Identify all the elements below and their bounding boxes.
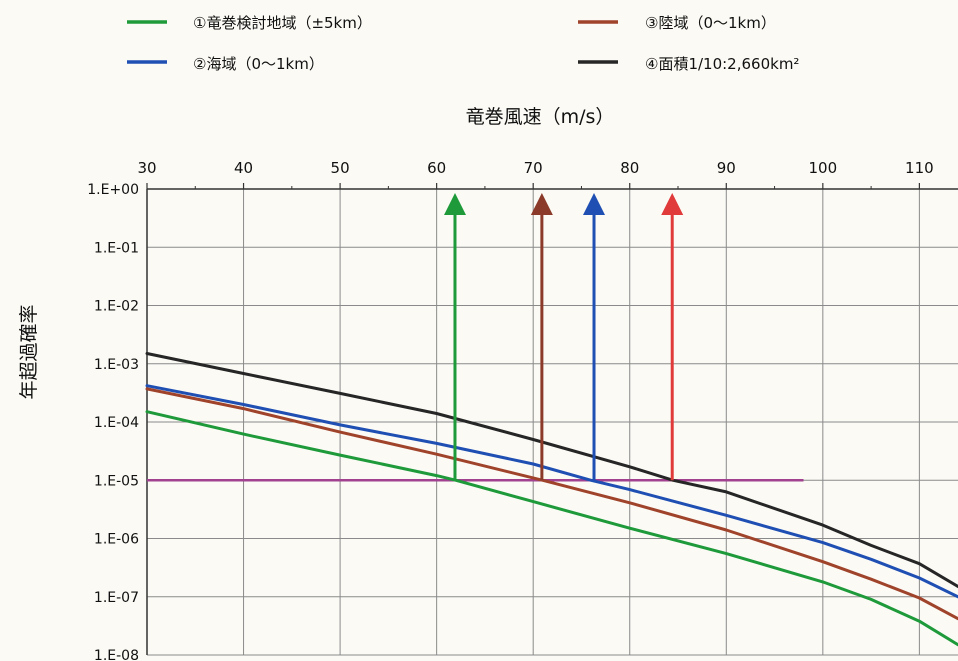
- y-tick-label: 1.E-03: [94, 357, 139, 373]
- legend-label-series-3: ③陸域（0～1km）: [645, 14, 776, 32]
- x-axis-title: 竜巻風速（m/s）: [466, 106, 615, 128]
- x-tick-label: 50: [331, 159, 350, 177]
- arrow-head-3: [583, 193, 606, 215]
- arrow-head-2: [530, 193, 553, 215]
- x-tick-label: 60: [427, 159, 446, 177]
- x-tick-label: 110: [905, 159, 934, 177]
- y-tick-label: 1.E-08: [94, 648, 139, 661]
- y-tick-label: 1.E-04: [94, 415, 139, 431]
- x-tick-label: 90: [717, 159, 736, 177]
- x-tick-label: 80: [620, 159, 639, 177]
- x-tick-label: 100: [809, 159, 838, 177]
- series-line-4: [145, 352, 958, 588]
- y-tick-label: 1.E-07: [94, 590, 139, 606]
- y-tick-label: 1.E-05: [94, 473, 139, 489]
- y-tick-label: 1.E-01: [94, 240, 139, 256]
- x-tick-label: 30: [137, 159, 156, 177]
- series-group: [145, 352, 958, 647]
- y-tick-label: 1.E+00: [87, 182, 139, 198]
- series-line-3: [145, 387, 958, 621]
- arrow-markers: [443, 193, 684, 481]
- y-axis-title: 年超過確率: [18, 304, 40, 399]
- arrow-head-1: [443, 193, 466, 215]
- x-axis-ticks: 30 40 50 60 70 80 90 100 110: [137, 159, 934, 189]
- arrow-head-4: [661, 193, 684, 215]
- grid: [146, 188, 958, 656]
- legend: ①竜巻検討地域（±5km） ②海域（0～1km） ③陸域（0～1km） ④面積1…: [127, 14, 799, 73]
- y-tick-label: 1.E-02: [94, 299, 139, 315]
- series-line-2: [145, 384, 958, 599]
- legend-label-series-4: ④面積1/10:2,660km²: [645, 55, 799, 73]
- x-tick-label: 70: [524, 159, 543, 177]
- x-tick-label: 40: [234, 159, 253, 177]
- legend-label-series-1: ①竜巻検討地域（±5km）: [193, 14, 372, 32]
- series-line-1: [145, 410, 958, 647]
- y-tick-label: 1.E-06: [94, 532, 139, 548]
- legend-label-series-2: ②海域（0～1km）: [193, 55, 324, 73]
- y-axis-ticks: 1.E+00 1.E-01 1.E-02 1.E-03 1.E-04 1.E-05 1.E-…: [87, 182, 139, 661]
